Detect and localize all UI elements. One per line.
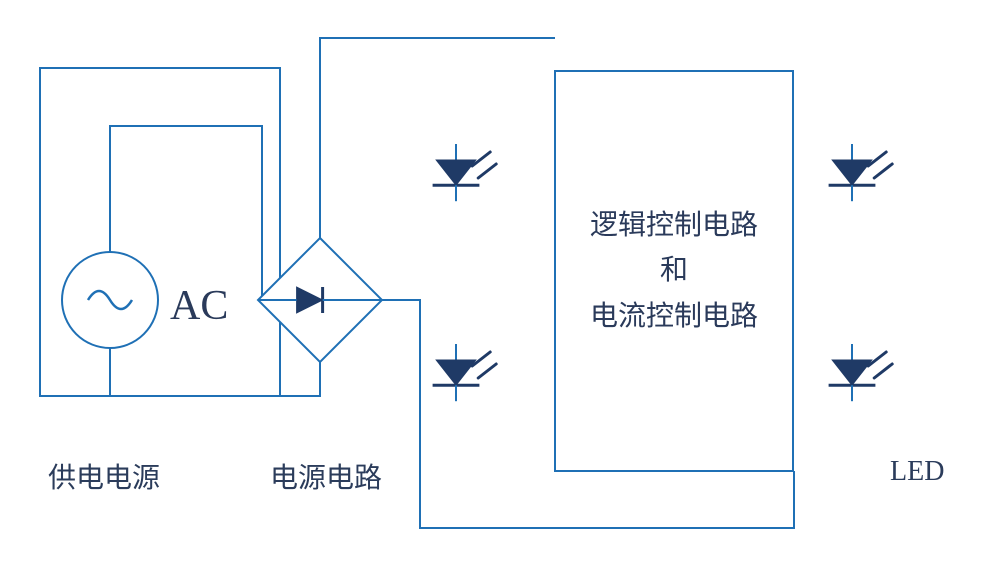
diagram-canvas: 逻辑控制电路 和 电流控制电路 AC 供电电源 电源电路 LED [0,0,1000,583]
led-label: LED [890,456,944,488]
power-circuit-label: 电源电路 [270,456,382,496]
ac-label: AC [170,282,228,330]
power-supply-label: 供电电源 [48,456,160,496]
